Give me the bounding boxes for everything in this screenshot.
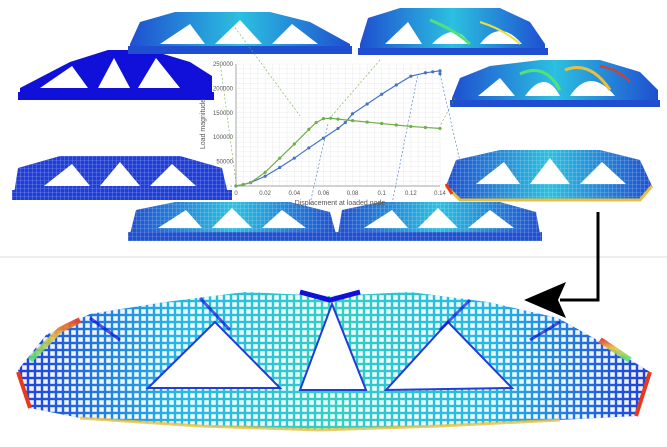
chart-series	[234, 69, 442, 188]
y-tick-label: 100000	[213, 135, 234, 141]
series-1-point	[438, 72, 442, 76]
series-2-point	[321, 117, 326, 121]
series-1-point	[423, 71, 428, 75]
callout-arrow	[524, 212, 600, 318]
y-tick-labels: 50000 100000 150000 200000 250000	[213, 62, 234, 166]
series-2-point	[438, 126, 442, 131]
series-1-point	[307, 146, 311, 150]
truss-thumb-stage-2	[358, 8, 548, 55]
y-tick-label: 150000	[213, 111, 234, 117]
y-tick-label: 50000	[216, 160, 233, 166]
series-1-point	[292, 156, 296, 160]
truss-large-final	[16, 289, 652, 432]
series-2-point	[263, 170, 267, 174]
truss-thumb-mesh-1	[128, 202, 338, 241]
x-tick-label: 0.12	[405, 191, 417, 197]
x-tick-labels: 0 0.02 0.04 0.06 0.08 0.1 0.12 0.14	[234, 191, 446, 197]
y-axis-title: Load magnitude	[200, 99, 207, 149]
series-1-point	[365, 102, 369, 106]
y-tick-label: 250000	[213, 62, 234, 68]
series-1-point	[343, 120, 347, 125]
series-1-point	[336, 126, 340, 131]
series-1-point	[321, 136, 326, 140]
truss-thumb-stage-3	[450, 60, 660, 107]
series-1-point	[380, 92, 384, 96]
series-1-point	[350, 112, 355, 116]
series-2-point	[409, 124, 413, 129]
truss-thumb-mesh-initial	[12, 156, 232, 200]
series-1-point	[394, 83, 398, 87]
x-tick-label: 0.02	[259, 191, 271, 197]
series-2-point	[329, 116, 333, 120]
x-tick-label: 0.06	[318, 191, 330, 197]
series-1-point	[409, 74, 413, 78]
series-1-point	[263, 174, 267, 178]
series-2-point	[365, 120, 369, 124]
x-tick-label: 0.14	[434, 191, 446, 197]
series-2-point	[241, 182, 245, 187]
truss-thumb-mesh-2	[336, 202, 542, 241]
chart-axes	[235, 64, 440, 187]
x-tick-label: 0	[234, 191, 238, 197]
x-axis-title: Displacement at loaded node	[295, 200, 386, 207]
x-tick-label: 0.04	[288, 191, 300, 197]
series-1-point	[431, 70, 435, 74]
series-2-point	[423, 125, 428, 130]
series-2-point	[307, 127, 311, 131]
truss-thumb-stage-1	[128, 12, 352, 54]
series-2-point	[336, 117, 340, 121]
series-2-point	[380, 121, 384, 126]
series-1-point	[438, 69, 442, 73]
truss-thumb-initial	[18, 50, 214, 100]
series-line-2	[235, 117, 441, 187]
x-tick-label: 0.1	[378, 191, 387, 197]
truss-thumb-mesh-3	[444, 150, 654, 202]
y-tick-label: 200000	[213, 86, 234, 92]
series-2-point	[314, 120, 318, 125]
x-tick-label: 0.08	[347, 191, 359, 197]
load-displacement-chart: 0 0.02 0.04 0.06 0.08 0.1 0.12 0.14 50000 100000…	[200, 62, 446, 207]
series-2-point	[394, 123, 398, 127]
series-2-point	[278, 156, 282, 160]
chart-grid	[235, 63, 441, 187]
series-2-point	[350, 119, 355, 123]
series-1-point	[278, 165, 282, 170]
leader-lines	[219, 17, 463, 205]
series-2-point	[292, 142, 296, 146]
series-2-point	[248, 180, 253, 185]
